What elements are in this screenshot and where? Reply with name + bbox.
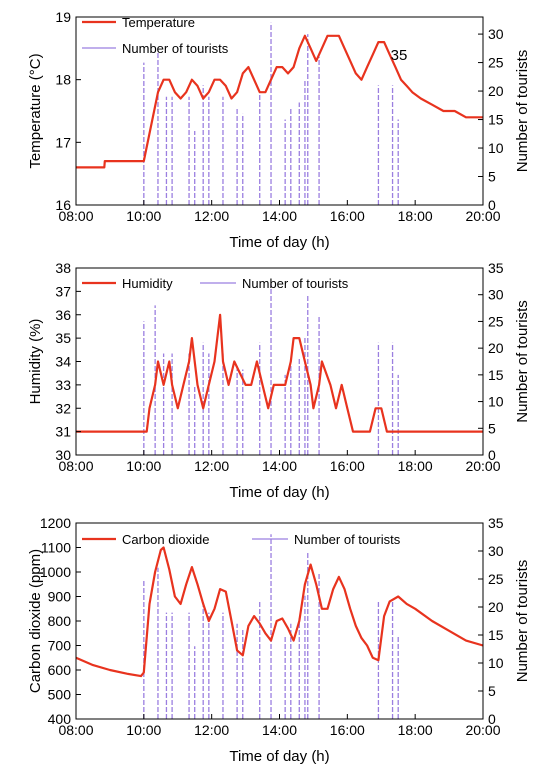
x-tick-label: 12:00 bbox=[194, 458, 229, 474]
y2-tick-label: 5 bbox=[488, 169, 496, 185]
x-tick-label: 14:00 bbox=[262, 722, 297, 738]
y2-tick-label: 25 bbox=[488, 55, 504, 71]
tourists-series bbox=[143, 22, 399, 205]
y-tick-label: 17 bbox=[55, 134, 71, 150]
y2-tick-label: 20 bbox=[488, 83, 504, 99]
y2-axis-title: Number of tourists bbox=[514, 50, 531, 173]
x-tick-label: 18:00 bbox=[398, 208, 433, 224]
plot-frame bbox=[75, 267, 484, 456]
y2-tick-label: 15 bbox=[488, 367, 504, 383]
y2-axis-title: Number of tourists bbox=[514, 560, 531, 683]
y-tick-label: 1000 bbox=[40, 564, 71, 580]
sensor-line bbox=[75, 546, 484, 678]
y-tick-label: 38 bbox=[55, 260, 71, 276]
y-tick-label: 900 bbox=[48, 589, 72, 605]
y-tick-label: 30 bbox=[55, 447, 71, 463]
y2-tick-label: 35 bbox=[488, 260, 504, 276]
y-tick-label: 37 bbox=[55, 283, 71, 299]
y-tick-label: 600 bbox=[48, 662, 72, 678]
y2-tick-label: 35 bbox=[488, 515, 504, 531]
x-tick-label: 20:00 bbox=[465, 722, 500, 738]
y-tick-label: 1100 bbox=[41, 540, 71, 556]
legend: Temperature Number of tourists bbox=[82, 15, 229, 56]
y2-tick-label: 0 bbox=[488, 197, 496, 213]
x-axis-title: Time of day (h) bbox=[229, 484, 329, 501]
plot-frame bbox=[75, 522, 484, 720]
y-tick-label: 18 bbox=[55, 72, 71, 88]
y-tick-label: 34 bbox=[55, 354, 71, 370]
x-tick-label: 14:00 bbox=[262, 458, 297, 474]
y2-tick-label: 5 bbox=[488, 420, 496, 436]
chart-panel-1: 08:00 10:00 12:00 14:00 16:00 18:00 20:00 16 17 1… bbox=[27, 9, 531, 251]
x-axis-title: Time of day (h) bbox=[229, 748, 329, 765]
x-tick-label: 08:00 bbox=[58, 208, 93, 224]
chart-panel-2: 08:00 10:00 12:00 14:00 16:00 18:00 20:00 30 31 3… bbox=[27, 260, 531, 501]
x-tick-label: 18:00 bbox=[398, 722, 433, 738]
y-tick-label: 700 bbox=[48, 638, 72, 654]
x-tick-label: 20:00 bbox=[465, 458, 500, 474]
y2-tick-label: 10 bbox=[488, 394, 504, 410]
x-tick-label: 14:00 bbox=[262, 208, 297, 224]
y-tick-label: 800 bbox=[48, 613, 72, 629]
x-tick-label: 10:00 bbox=[126, 458, 161, 474]
y-tick-label: 500 bbox=[48, 687, 72, 703]
y2-tick-label: 10 bbox=[488, 140, 504, 156]
legend-label-sensor: Humidity bbox=[122, 276, 173, 291]
x-tick-label: 12:00 bbox=[194, 722, 229, 738]
sensor-line bbox=[76, 313, 483, 433]
x-tick-label: 12:00 bbox=[194, 208, 229, 224]
y-axis-title: Carbon dioxide (ppm) bbox=[27, 549, 44, 693]
x-tick-label: 16:00 bbox=[330, 208, 365, 224]
y-tick-label: 32 bbox=[55, 400, 71, 416]
chart-annotation: 35 bbox=[391, 47, 408, 64]
x-tick-label: 10:00 bbox=[126, 722, 161, 738]
x-tick-label: 16:00 bbox=[330, 458, 365, 474]
y-tick-label: 1200 bbox=[40, 515, 71, 531]
y2-tick-label: 15 bbox=[488, 627, 504, 643]
y2-tick-label: 0 bbox=[488, 447, 496, 463]
y2-tick-label: 15 bbox=[488, 112, 504, 128]
legend: Carbon dioxide Number of tourists bbox=[82, 532, 401, 547]
y2-tick-label: 30 bbox=[488, 287, 504, 303]
legend: Humidity Number of tourists bbox=[82, 276, 349, 291]
legend-label-tourists: Number of tourists bbox=[122, 41, 229, 56]
legend-label-tourists: Number of tourists bbox=[242, 276, 349, 291]
sensor-line bbox=[76, 34, 483, 169]
y-axis-title: Humidity (%) bbox=[27, 319, 44, 405]
y2-tick-label: 30 bbox=[488, 26, 504, 42]
y-tick-label: 400 bbox=[48, 711, 72, 727]
x-tick-label: 16:00 bbox=[330, 722, 365, 738]
y2-axis-title: Number of tourists bbox=[514, 300, 531, 423]
y-tick-label: 33 bbox=[55, 377, 71, 393]
y2-tick-label: 0 bbox=[488, 711, 496, 727]
tourists-series bbox=[143, 284, 399, 455]
chart-panel-3: 08:00 10:00 12:00 14:00 16:00 18:00 20:0040050… bbox=[27, 515, 531, 765]
y-tick-label: 19 bbox=[55, 9, 71, 25]
y2-tick-label: 10 bbox=[488, 655, 504, 671]
y2-tick-label: 25 bbox=[488, 571, 504, 587]
tourists-series bbox=[143, 534, 399, 719]
legend-label-tourists: Number of tourists bbox=[294, 532, 401, 547]
x-tick-label: 08:00 bbox=[58, 722, 93, 738]
x-tick-label: 08:00 bbox=[58, 458, 93, 474]
y2-tick-label: 20 bbox=[488, 340, 504, 356]
y-axis-title: Temperature (°C) bbox=[27, 53, 44, 168]
y-tick-label: 31 bbox=[55, 424, 71, 440]
y-tick-label: 35 bbox=[55, 330, 71, 346]
y2-tick-label: 5 bbox=[488, 683, 496, 699]
y2-tick-label: 30 bbox=[488, 543, 504, 559]
legend-label-sensor: Temperature bbox=[122, 15, 195, 30]
x-tick-label: 18:00 bbox=[398, 458, 433, 474]
y2-tick-label: 25 bbox=[488, 313, 504, 329]
legend-label-sensor: Carbon dioxide bbox=[122, 532, 209, 547]
y-tick-label: 36 bbox=[55, 307, 71, 323]
y-tick-label: 16 bbox=[55, 197, 71, 213]
x-tick-label: 10:00 bbox=[126, 208, 161, 224]
y2-tick-label: 20 bbox=[488, 599, 504, 615]
x-axis-title: Time of day (h) bbox=[229, 234, 329, 251]
x-tick-label: 20:00 bbox=[465, 208, 500, 224]
